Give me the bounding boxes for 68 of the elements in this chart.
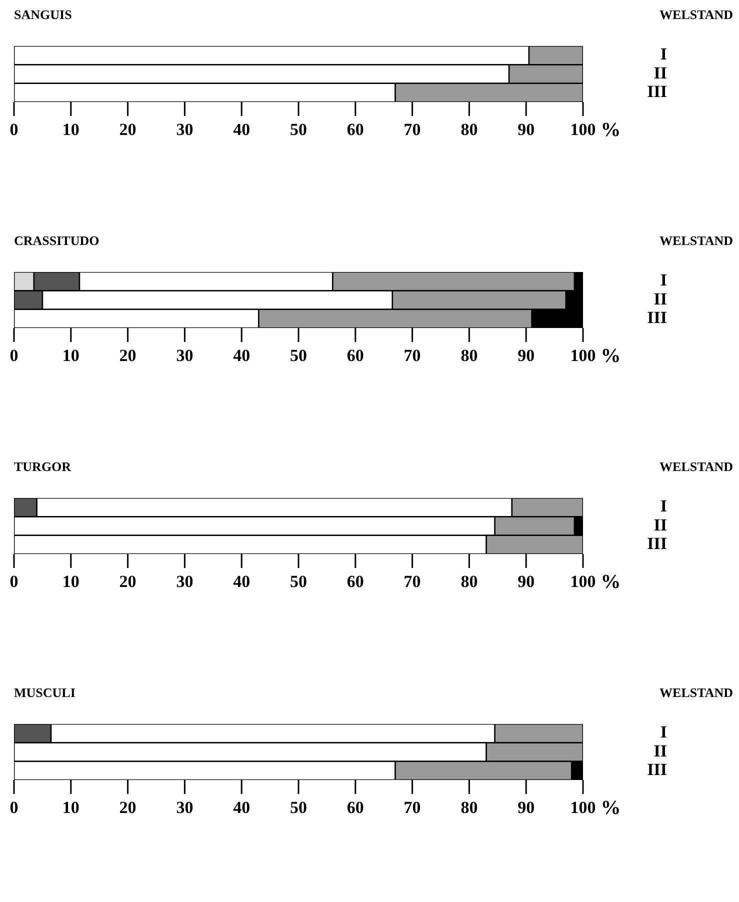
x-tick-label: 60	[346, 798, 364, 817]
x-tick-label: 20	[119, 572, 136, 591]
x-tick-label: 30	[176, 346, 194, 365]
x-tick-label: 40	[233, 346, 250, 365]
x-tick-label: 20	[119, 346, 136, 365]
y-axis-title: WELSTAND	[660, 7, 733, 23]
x-tick-label: 90	[518, 120, 535, 139]
y-tick-label: III	[647, 534, 668, 554]
y-tick-label: III	[647, 308, 668, 328]
x-tick-label: 50	[290, 798, 307, 817]
chart-title: SANGUIS	[14, 7, 72, 23]
x-tick-label: 60	[346, 346, 364, 365]
x-tick-label: 100	[570, 798, 596, 817]
x-tick-label: 10	[62, 572, 80, 591]
x-tick-label: 90	[518, 572, 535, 591]
x-tick-label: 20	[119, 120, 136, 139]
x-axis-title: %	[600, 345, 621, 368]
y-tick-label: II	[654, 515, 668, 534]
x-tick-label: 100	[570, 120, 596, 139]
x-tick-label: 60	[346, 120, 364, 139]
x-tick-label: 80	[460, 798, 478, 817]
x-tick-label: 70	[404, 120, 421, 139]
x-tick-label: 50	[290, 346, 307, 365]
x-axis-title: %	[600, 119, 621, 142]
x-tick-label: 80	[460, 346, 478, 365]
x-tick-label: 30	[176, 120, 194, 139]
x-tick-label: 20	[119, 798, 136, 817]
chart-title: TURGOR	[14, 459, 72, 475]
y-axis-title: WELSTAND	[660, 685, 733, 701]
x-tick-label: 30	[176, 572, 194, 591]
x-tick-label: 10	[62, 346, 80, 365]
x-tick-label: 60	[346, 572, 364, 591]
x-tick-label: 70	[404, 798, 421, 817]
x-tick-label: 50	[290, 120, 307, 139]
x-tick-label: 0	[10, 572, 18, 591]
y-tick-label: II	[654, 741, 668, 760]
x-tick-label: 0	[10, 346, 18, 365]
x-tick-label: 0	[10, 798, 18, 817]
x-tick-label: 40	[233, 572, 250, 591]
y-tick-label: I	[660, 270, 668, 290]
chart-title: MUSCULI	[14, 685, 76, 701]
y-axis-title: WELSTAND	[660, 233, 733, 249]
x-tick-label: 100	[570, 572, 596, 591]
x-tick-label: 90	[518, 346, 535, 365]
x-tick-label: 70	[404, 346, 421, 365]
chart-title: CRASSITUDO	[14, 233, 100, 249]
x-axis-title: %	[600, 797, 621, 820]
y-tick-label: III	[647, 760, 668, 780]
x-tick-label: 80	[460, 572, 478, 591]
x-tick-label: 30	[176, 798, 194, 817]
x-tick-label: 10	[62, 120, 80, 139]
y-tick-label: III	[647, 82, 668, 102]
y-tick-label: II	[654, 289, 668, 308]
x-tick-label: 50	[290, 572, 307, 591]
y-tick-label: I	[660, 496, 668, 516]
y-axis-title: WELSTAND	[660, 459, 733, 475]
x-tick-label: 80	[460, 120, 478, 139]
y-tick-label: I	[660, 722, 668, 742]
x-axis-title: %	[600, 571, 621, 594]
x-tick-label: 10	[62, 798, 80, 817]
x-tick-label: 40	[233, 798, 250, 817]
y-tick-label: I	[660, 44, 668, 64]
x-tick-label: 90	[518, 798, 535, 817]
x-tick-label: 100	[570, 346, 596, 365]
x-tick-label: 0	[10, 120, 18, 139]
x-tick-label: 70	[404, 572, 421, 591]
y-tick-label: II	[654, 63, 668, 82]
x-tick-label: 40	[233, 120, 250, 139]
